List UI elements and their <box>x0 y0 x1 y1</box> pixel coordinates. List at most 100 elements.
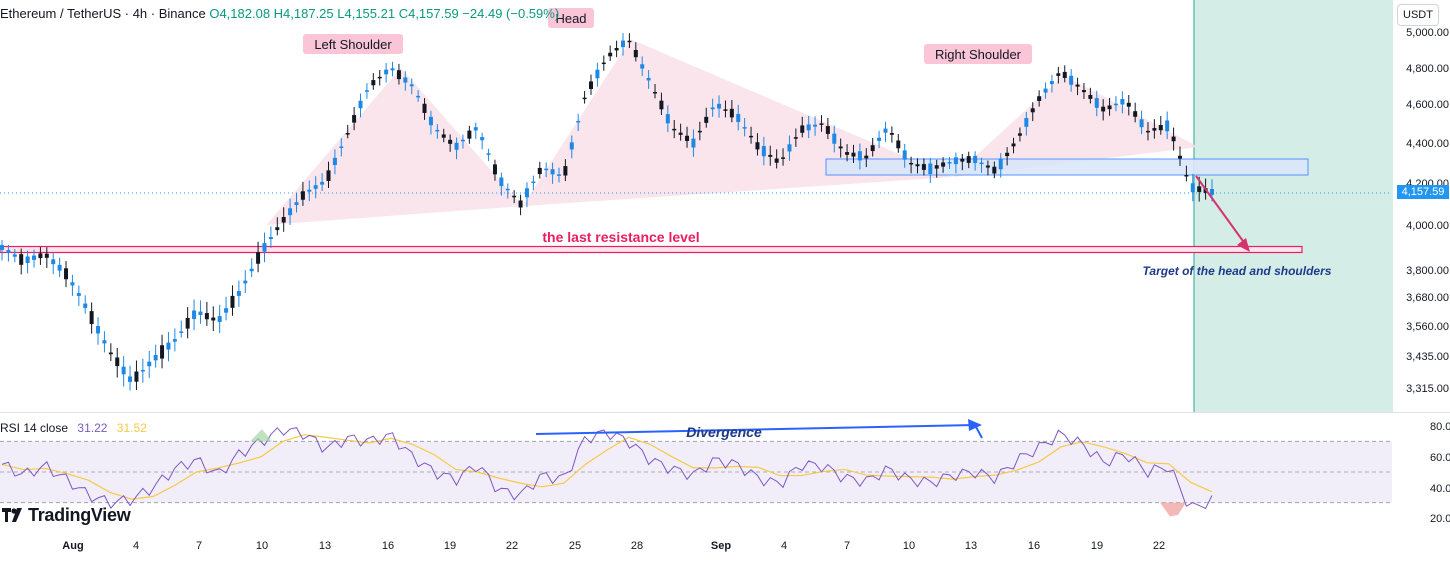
candle-body <box>947 162 952 164</box>
candle-body <box>1043 88 1048 93</box>
candle-body <box>704 116 709 123</box>
price-axis-tick: 4,600.00 <box>1406 99 1449 111</box>
candle-body <box>441 134 446 138</box>
tradingview-logo[interactable]: TradingView <box>2 505 131 526</box>
brand-label: TradingView <box>28 505 131 525</box>
candle-body <box>953 157 958 165</box>
time-axis-tick: 16 <box>1028 540 1040 552</box>
candle-body <box>985 165 990 168</box>
candle-body <box>115 357 120 367</box>
candle-body <box>870 145 875 152</box>
candle-body <box>403 77 408 83</box>
candle-body <box>32 255 37 260</box>
candle-body <box>422 103 427 113</box>
left-shoulder-shape <box>266 68 523 225</box>
candle-body <box>70 282 75 286</box>
rsi-header: RSI 14 close 31.22 31.52 <box>0 421 147 435</box>
candle-body <box>1177 155 1182 159</box>
candle-body <box>51 259 56 265</box>
candle-body <box>761 146 766 157</box>
symbol-title[interactable]: Ethereum / TetherUS · 4h · Binance <box>0 6 206 21</box>
candle-body <box>851 152 856 157</box>
candle-body <box>697 130 702 133</box>
candle-body <box>781 157 786 159</box>
candle-body <box>544 168 549 171</box>
candle-body <box>813 124 818 127</box>
candle-body <box>38 253 43 259</box>
candle-body <box>300 191 305 200</box>
time-axis-tick: 13 <box>965 540 977 552</box>
candle-body <box>6 250 11 253</box>
candle-body <box>960 158 965 162</box>
candle-body <box>992 166 997 174</box>
candle-body <box>1145 130 1150 133</box>
candle-body <box>845 152 850 155</box>
candle-body <box>717 103 722 109</box>
time-axis-tick: 25 <box>569 540 581 552</box>
rsi-label[interactable]: RSI 14 close <box>0 421 69 435</box>
candle-body <box>556 174 561 176</box>
currency-button[interactable]: USDT <box>1397 4 1439 26</box>
candle-body <box>787 144 792 152</box>
target-arrow-head <box>1237 238 1250 252</box>
candle-body <box>345 133 350 135</box>
candle-body <box>1210 188 1214 195</box>
right-shoulder-shape <box>952 75 1199 177</box>
candle-body <box>102 340 107 344</box>
candle-body <box>1011 143 1016 147</box>
rsi-value: 31.22 <box>77 421 108 435</box>
candle-body <box>467 130 472 139</box>
candle-body <box>518 200 523 208</box>
candle-body <box>1062 71 1067 78</box>
candle-body <box>1120 99 1125 105</box>
rsi-line <box>1 427 1213 510</box>
candle-body <box>243 280 248 284</box>
rsi-axis-tick: 60.00 <box>1430 452 1450 464</box>
candle-body <box>1101 106 1106 112</box>
candle-body <box>96 325 101 334</box>
candle-body <box>44 253 49 258</box>
candle-body <box>435 129 440 132</box>
candle-body <box>877 137 882 141</box>
candle-body <box>864 155 869 159</box>
last-price-tag: 4,157.59 <box>1397 185 1449 199</box>
candle-body <box>12 254 17 257</box>
candle-body <box>1158 125 1163 131</box>
candle-body <box>326 170 331 181</box>
right-shoulder-label: Right Shoulder <box>935 47 1022 62</box>
candle-body <box>192 310 197 319</box>
candle-body <box>1081 90 1086 93</box>
candle-body <box>313 185 318 189</box>
candle-body <box>633 49 638 58</box>
candle-body <box>1017 133 1022 136</box>
divergence-arrow <box>535 424 976 435</box>
candle-body <box>275 227 280 231</box>
rsi-axis-tick: 80.00 <box>1430 421 1450 433</box>
candle-body <box>1107 105 1112 110</box>
candle-body <box>621 40 626 48</box>
candle-body <box>524 188 529 198</box>
candle-body <box>749 135 754 138</box>
candle-body <box>390 68 395 71</box>
candle-body <box>1088 94 1093 99</box>
candle-body <box>1024 118 1029 127</box>
candle-body <box>249 268 254 272</box>
candle-body <box>121 366 126 375</box>
candle-body <box>294 202 299 206</box>
supply-zone <box>825 158 1309 176</box>
candle-body <box>352 114 357 123</box>
candle-body <box>499 177 504 187</box>
candle-body <box>973 155 978 164</box>
target-label: Target of the head and shoulders <box>1143 264 1332 278</box>
candle-body <box>672 128 677 131</box>
candle-body <box>211 317 216 321</box>
candle-body <box>1037 96 1042 101</box>
candle-body <box>915 164 920 167</box>
candle-body <box>320 181 325 185</box>
candle-body <box>537 167 542 175</box>
candle-body <box>941 162 946 167</box>
candle-body <box>1139 119 1144 128</box>
time-axis-tick: 22 <box>1153 540 1165 552</box>
candle-body <box>1094 98 1099 108</box>
